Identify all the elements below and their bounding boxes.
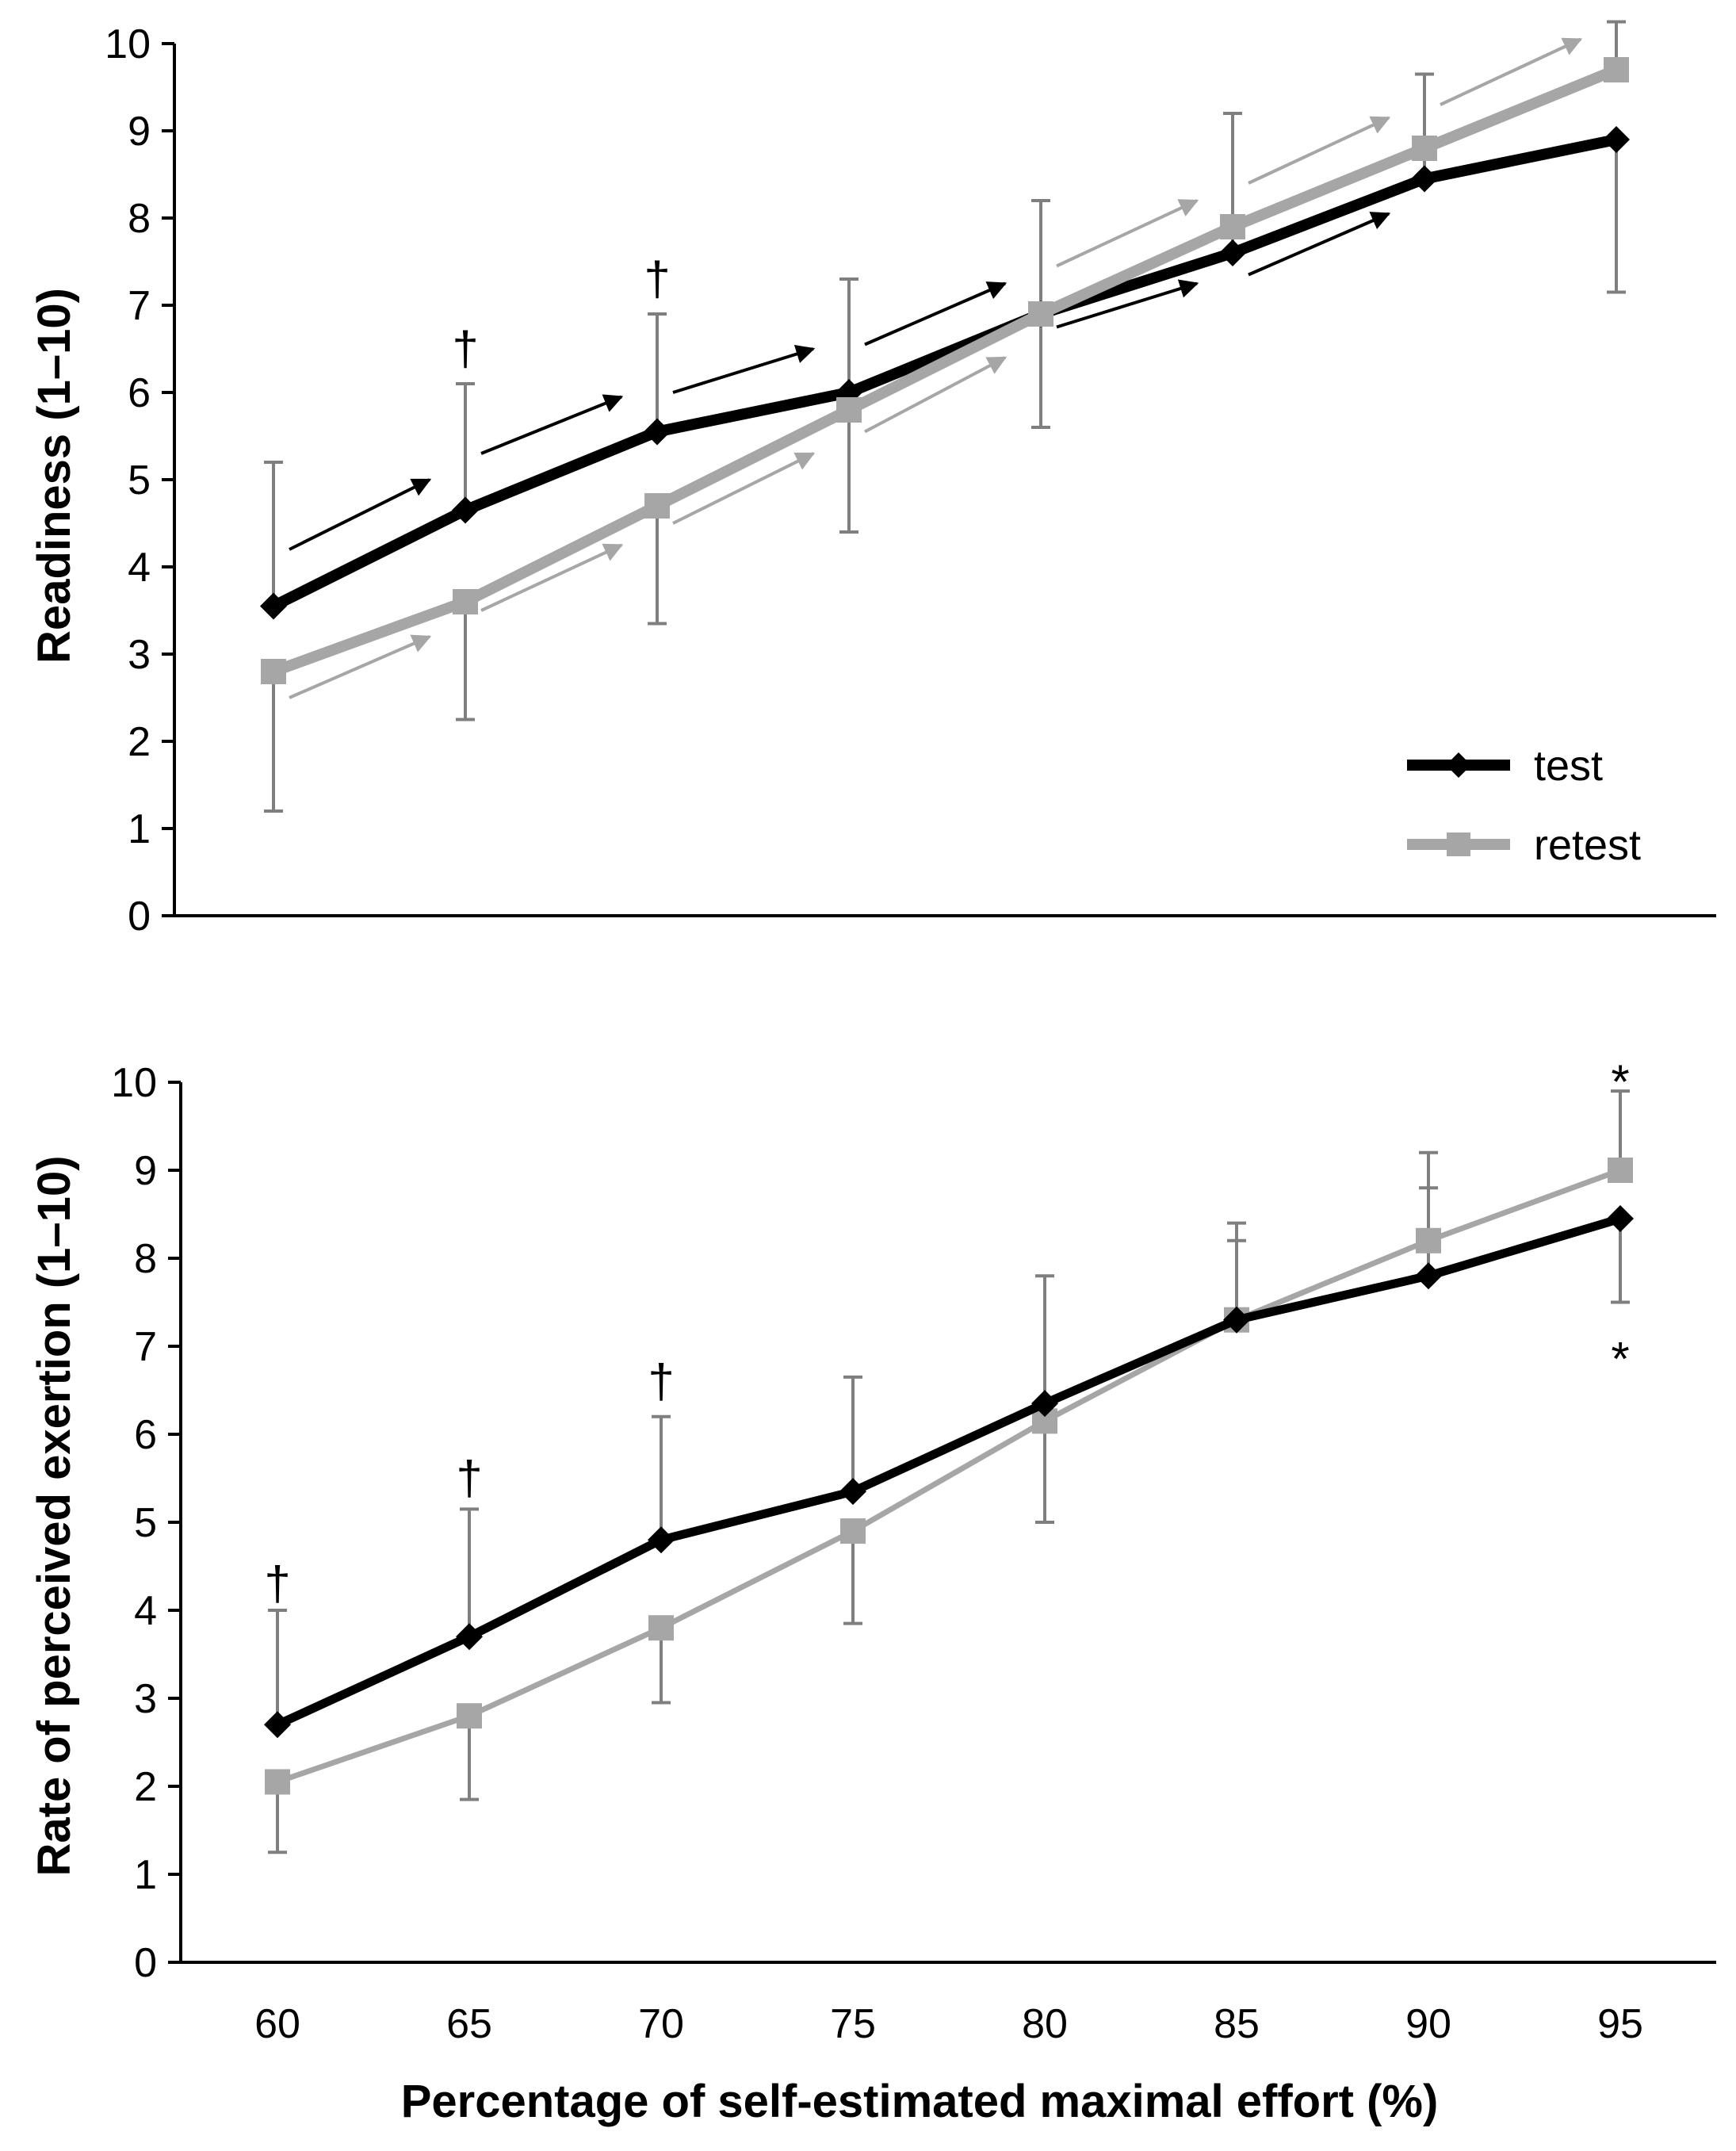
test-trend-arrow [1056, 279, 1199, 329]
test-point [1411, 165, 1438, 193]
test-point [1219, 239, 1246, 266]
y-axis-label: Readiness (1–10) [29, 288, 80, 664]
test-point [644, 418, 671, 446]
x-tick-label: 70 [638, 2001, 684, 2047]
retest-point [1028, 301, 1053, 327]
retest-trend-arrow [1440, 37, 1583, 106]
significance-mark: * [1611, 1055, 1629, 1108]
y-tick-label: 8 [128, 196, 151, 242]
retest-point [1608, 1158, 1633, 1183]
test-trend-arrow [1248, 212, 1391, 277]
test-series-line [270, 134, 1618, 611]
test-trend-arrow [672, 344, 816, 394]
y-tick-label: 1 [128, 806, 151, 852]
test-point [264, 1711, 291, 1739]
y-tick-label: 8 [134, 1236, 157, 1282]
retest-trend-arrow [864, 356, 1008, 434]
y-tick-label: 10 [111, 1060, 157, 1106]
test-point [1415, 1262, 1442, 1290]
x-axis-label: Percentage of self-estimated maximal eff… [401, 2076, 1439, 2127]
retest-trend-arrow [672, 452, 816, 525]
y-tick-label: 1 [134, 1852, 157, 1898]
y-tick-label: 7 [128, 283, 151, 329]
x-tick-label: 90 [1405, 2001, 1451, 2047]
retest-point [261, 659, 286, 684]
x-tick-label: 85 [1214, 2001, 1260, 2047]
retest-point [1604, 57, 1629, 82]
legend-retest-marker [1447, 832, 1470, 856]
test-trend-arrow [289, 478, 432, 551]
y-tick-label: 5 [134, 1500, 157, 1546]
test-point [260, 592, 287, 620]
test-point [1031, 1390, 1058, 1418]
test-point [1223, 1306, 1250, 1334]
test-point [1603, 126, 1630, 153]
retest-point [265, 1769, 290, 1795]
x-tick-label: 95 [1597, 2001, 1643, 2047]
retest-series-line [276, 1167, 1622, 1785]
test-series-line [275, 1214, 1622, 1729]
readiness-panel: Readiness (1–10) 0 1 2 3 4 5 6 7 8 9 10 † † test retes… [29, 20, 1716, 940]
significance-mark: † [264, 1557, 290, 1610]
test-point [452, 496, 479, 524]
retest-trend-arrow [289, 634, 432, 699]
significance-mark: † [452, 322, 478, 375]
retest-point [457, 1703, 482, 1729]
retest-point [1220, 214, 1245, 239]
x-tick-label: 75 [830, 2001, 876, 2047]
retest-point [1412, 136, 1437, 161]
test-point [456, 1623, 483, 1651]
y-tick-label: 2 [134, 1764, 157, 1810]
retest-point [453, 589, 478, 614]
x-tick-label: 60 [254, 2001, 300, 2047]
y-tick-label: 2 [128, 719, 151, 765]
y-tick-label: 10 [105, 21, 151, 67]
retest-point [644, 493, 670, 519]
y-tick-label: 4 [134, 1588, 157, 1634]
test-point [648, 1526, 675, 1554]
test-point [839, 1478, 866, 1506]
y-tick-label: 0 [134, 1940, 157, 1986]
y-tick-label: 3 [128, 632, 151, 678]
y-tick-label: 9 [128, 109, 151, 155]
legend-test-label: test [1534, 742, 1603, 790]
y-tick-label: 0 [128, 894, 151, 940]
retest-point [840, 1518, 866, 1544]
rpe-panel: Rate of perceived exertion (1–10) Percen… [29, 1055, 1716, 2127]
y-tick-label: 3 [134, 1676, 157, 1722]
y-tick-label: 7 [134, 1324, 157, 1370]
y-tick-label: 4 [128, 545, 151, 591]
retest-trend-arrow [1248, 116, 1391, 185]
y-tick-label: 5 [128, 457, 151, 503]
retest-trend-arrow [1056, 199, 1199, 268]
test-trend-arrow [480, 394, 624, 455]
y-tick-label: 9 [134, 1148, 157, 1194]
retest-trend-arrow [480, 543, 624, 612]
significance-mark: * [1611, 1333, 1629, 1386]
retest-series-line [271, 64, 1619, 677]
retest-point [836, 397, 862, 423]
significance-mark: † [648, 1354, 674, 1407]
retest-point [1416, 1227, 1441, 1253]
legend-retest-label: retest [1534, 821, 1641, 869]
test-point [1607, 1205, 1634, 1233]
x-tick-label: 65 [446, 2001, 492, 2047]
y-tick-label: 6 [134, 1412, 157, 1458]
x-tick-label: 80 [1022, 2001, 1068, 2047]
retest-point [648, 1615, 674, 1641]
y-tick-label: 6 [128, 370, 151, 416]
y-axis-label: Rate of perceived exertion (1–10) [29, 1155, 80, 1876]
test-trend-arrow [864, 281, 1008, 346]
significance-mark: † [644, 252, 670, 305]
significance-mark: † [456, 1452, 482, 1505]
legend-test-marker [1446, 752, 1471, 778]
